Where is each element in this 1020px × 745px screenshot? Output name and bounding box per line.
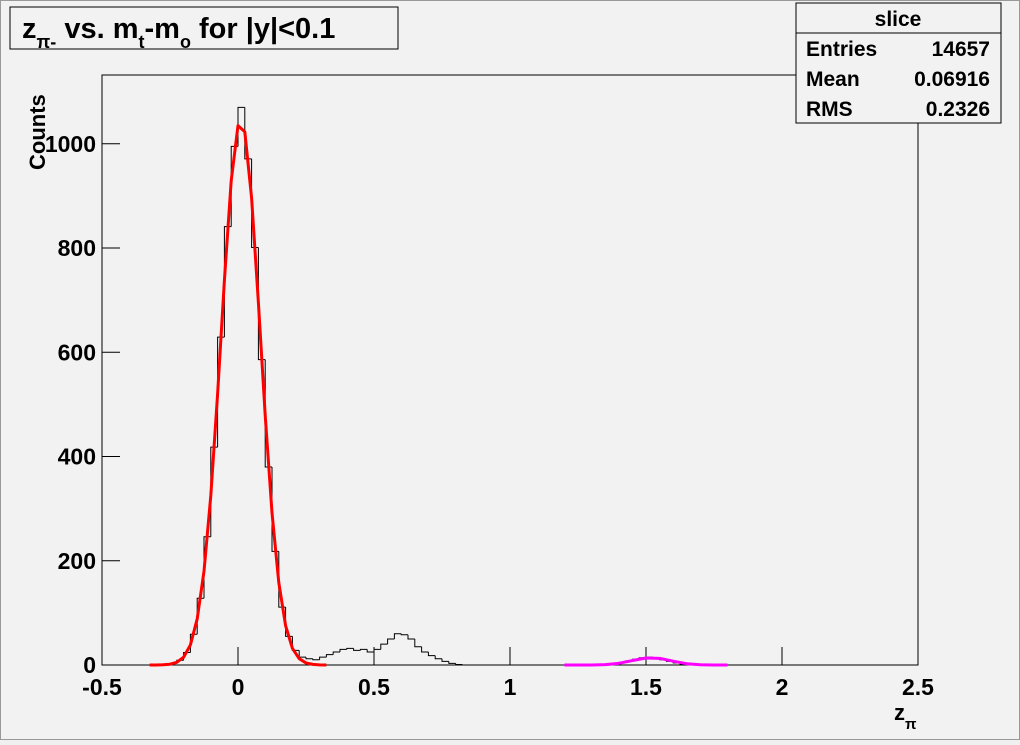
histogram-bin (441, 658, 449, 662)
histogram-bin (455, 663, 463, 665)
x-tick-label: -0.5 (82, 674, 122, 700)
stats-value: 14657 (932, 38, 990, 61)
histogram-bin (434, 655, 442, 660)
histogram-bin (448, 661, 456, 664)
y-tick-label: 800 (58, 235, 96, 261)
stats-label: Mean (806, 68, 860, 91)
stats-value: 0.2326 (926, 98, 990, 121)
text-part: z (894, 700, 905, 725)
fit-curve (564, 656, 728, 667)
histogram-bin (366, 649, 374, 653)
y-tick-label: 0 (83, 652, 96, 678)
y-axis-label: Counts (25, 94, 50, 170)
histogram-bin (244, 107, 252, 160)
histogram-bin (414, 638, 422, 648)
histogram-bin (312, 658, 320, 661)
y-tick-label: 400 (58, 444, 96, 470)
histogram-bin (353, 648, 361, 651)
y-tick-label: 600 (58, 339, 96, 365)
histogram-bin (332, 651, 340, 655)
frame (101, 74, 919, 666)
stats-value: 0.06916 (914, 68, 990, 91)
y-tick-label: 200 (58, 548, 96, 574)
histogram-bin (393, 633, 402, 639)
histogram-bin (319, 656, 327, 660)
x-tick-label: 1 (504, 674, 517, 700)
histogram-bin (387, 638, 395, 645)
text-part: for |y|<0.1 (191, 13, 335, 45)
stats-label: Entries (806, 38, 877, 61)
x-tick-label: 0 (232, 674, 245, 700)
histogram-bin (407, 634, 415, 640)
histogram-bin (346, 647, 354, 650)
histogram-bin (380, 643, 388, 650)
title-box (9, 6, 399, 50)
subscript: o (180, 32, 191, 52)
x-tick-label: 2.5 (902, 674, 934, 700)
text-part: vs. m (56, 13, 138, 45)
histogram-bin (421, 646, 429, 653)
histogram-bin (339, 648, 347, 652)
subscript: π- (37, 32, 57, 52)
histogram-bin (325, 654, 334, 658)
x-tick-label: 0.5 (358, 674, 390, 700)
x-axis-label: zπ (894, 700, 917, 733)
text-part: z (22, 13, 37, 45)
stats-frame (795, 2, 1002, 124)
stats-box: slice Entries 14657 Mean 0.06916 RMS 0.2326 (795, 2, 1002, 124)
histogram-bin (373, 648, 381, 652)
histogram-bin (427, 651, 436, 657)
y-tick-label: 1000 (45, 131, 96, 157)
histogram-bin (400, 633, 408, 636)
stats-label: RMS (806, 98, 853, 121)
x-tick-label: 2 (776, 674, 789, 700)
histogram-bin (359, 648, 368, 651)
text-part: -m (145, 13, 180, 45)
histogram-bin (461, 664, 470, 666)
chart-title: zπ- vs. mt-mo for |y|<0.1 (22, 13, 335, 52)
histogram-bin (305, 657, 313, 660)
subscript: t (139, 32, 145, 52)
x-tick-label: 1.5 (630, 674, 662, 700)
stats-title: slice (875, 8, 922, 31)
fit-curve (149, 124, 327, 667)
subscript: π (905, 716, 917, 733)
